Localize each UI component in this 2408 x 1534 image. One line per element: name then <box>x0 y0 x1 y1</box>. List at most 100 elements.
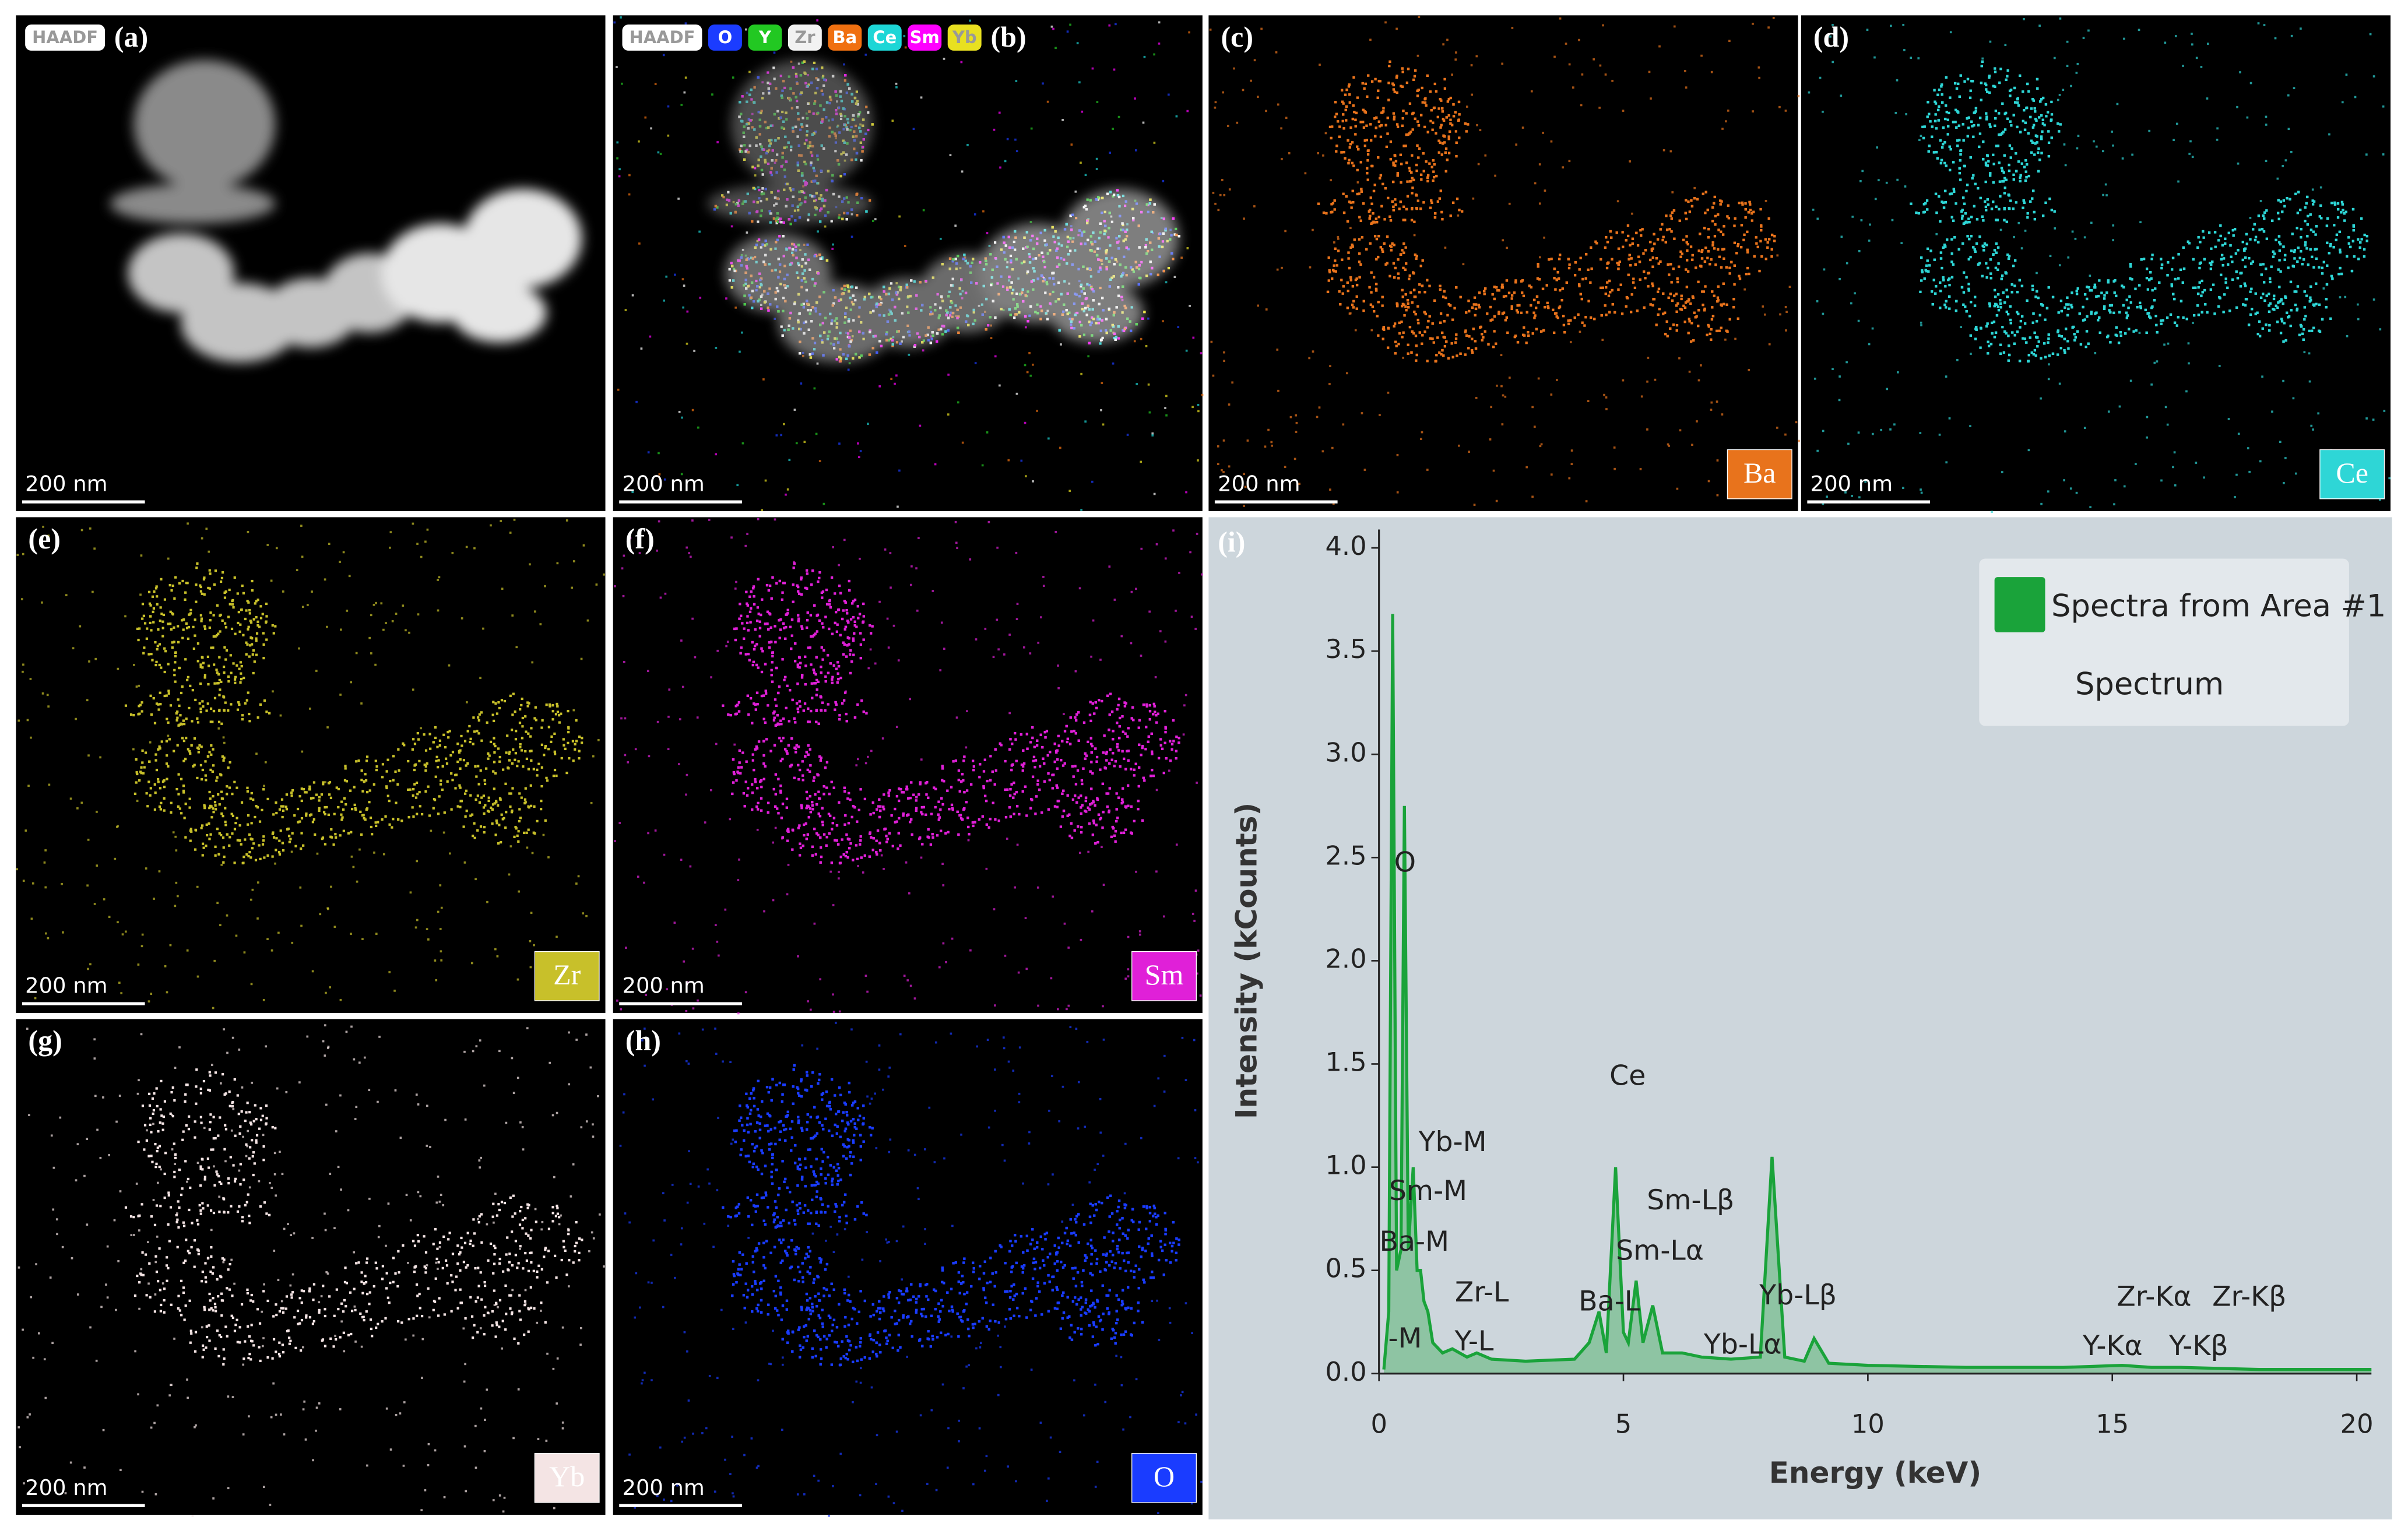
noise-dot <box>1601 339 1604 341</box>
noise-dot <box>1257 305 1259 307</box>
noise-dot <box>1149 411 1151 414</box>
scale-bar-label: 200 nm <box>622 472 704 497</box>
noise-dot <box>1295 414 1297 417</box>
noise-dot <box>1355 329 1357 332</box>
noise-dot <box>625 309 627 311</box>
noise-dot <box>1379 414 1381 416</box>
noise-dot <box>1598 107 1601 109</box>
noise-dot <box>1016 150 1018 152</box>
noise-dot <box>616 66 618 68</box>
noise-dot <box>1319 406 1321 409</box>
noise-dot <box>1109 152 1111 154</box>
noise-dot <box>1144 56 1146 58</box>
particle <box>707 184 872 224</box>
noise-dot <box>1322 154 1324 157</box>
noise-dot <box>1648 71 1651 73</box>
noise-dot <box>1134 340 1136 343</box>
noise-dot <box>864 54 867 56</box>
noise-dot <box>1617 200 1619 202</box>
noise-dot <box>1210 29 1212 31</box>
signal-dot <box>936 340 938 343</box>
signal-dot <box>1143 311 1145 313</box>
noise-dot <box>1721 413 1724 416</box>
noise-dot <box>1603 394 1605 396</box>
noise-dot <box>1384 22 1387 24</box>
noise-dot <box>1284 230 1286 233</box>
badge-text: Ba <box>833 27 857 47</box>
noise-dot <box>1700 364 1702 367</box>
noise-dot <box>1096 158 1098 160</box>
noise-dot <box>1418 16 1421 18</box>
noise-dot <box>894 383 896 385</box>
noise-dot <box>679 411 681 413</box>
noise-dot <box>824 226 827 228</box>
noise-dot <box>895 83 898 85</box>
noise-dot <box>1710 409 1713 411</box>
noise-dot <box>787 488 789 491</box>
noise-dot <box>1446 39 1449 41</box>
noise-dot <box>1767 26 1770 29</box>
noise-dot <box>1135 149 1137 152</box>
noise-dot <box>1553 56 1556 58</box>
noise-dot <box>1502 423 1504 425</box>
noise-dot <box>1312 350 1314 353</box>
noise-dot <box>1502 395 1504 397</box>
noise-dot <box>683 284 686 287</box>
noise-dot <box>890 378 892 380</box>
noise-dot <box>1570 341 1572 343</box>
noise-dot <box>1270 441 1272 444</box>
noise-dot <box>1029 375 1032 377</box>
badge-text: HAADF <box>32 27 98 47</box>
noise-dot <box>1215 101 1217 103</box>
noise-dot <box>1290 416 1292 418</box>
noise-dot <box>1052 28 1054 30</box>
noise-dot <box>1724 339 1727 341</box>
noise-dot <box>1471 94 1473 96</box>
noise-dot <box>1556 379 1558 381</box>
noise-dot <box>999 385 1001 387</box>
noise-dot <box>1214 203 1217 205</box>
noise-dot <box>1330 179 1332 181</box>
panel-label: (a) <box>114 20 148 53</box>
noise-dot <box>1671 191 1674 193</box>
noise-dot <box>1091 481 1094 483</box>
noise-dot <box>982 210 985 213</box>
noise-dot <box>1162 320 1164 322</box>
noise-dot <box>1457 214 1460 217</box>
noise-dot <box>1080 373 1082 375</box>
noise-dot <box>1752 110 1754 112</box>
noise-dot <box>940 238 942 240</box>
noise-dot <box>867 423 869 425</box>
noise-dot <box>1068 490 1071 492</box>
noise-dot <box>774 318 776 320</box>
noise-dot <box>1186 350 1188 352</box>
noise-dot <box>1370 329 1373 332</box>
noise-dot <box>999 167 1001 169</box>
noise-dot <box>1654 379 1657 381</box>
noise-dot <box>1030 221 1032 223</box>
noise-dot <box>1308 357 1310 360</box>
noise-dot <box>693 350 695 352</box>
noise-dot <box>969 20 971 22</box>
noise-dot <box>658 152 660 154</box>
noise-dot <box>1414 234 1416 237</box>
noise-dot <box>1277 104 1279 106</box>
particle <box>1049 283 1144 343</box>
noise-dot <box>1024 422 1027 424</box>
noise-dot <box>638 242 641 245</box>
noise-dot <box>1776 427 1778 429</box>
noise-dot <box>649 336 652 338</box>
noise-dot <box>1305 172 1307 174</box>
noise-dot <box>1134 97 1136 100</box>
noise-dot <box>1059 447 1061 449</box>
noise-dot <box>1084 420 1087 423</box>
noise-dot <box>1484 154 1486 157</box>
noise-dot <box>1264 445 1267 448</box>
noise-dot <box>1078 81 1081 83</box>
noise-dot <box>1285 117 1288 119</box>
noise-dot <box>1136 383 1138 385</box>
noise-dot <box>1223 194 1225 196</box>
noise-dot <box>663 300 665 302</box>
noise-dot <box>1337 236 1339 238</box>
